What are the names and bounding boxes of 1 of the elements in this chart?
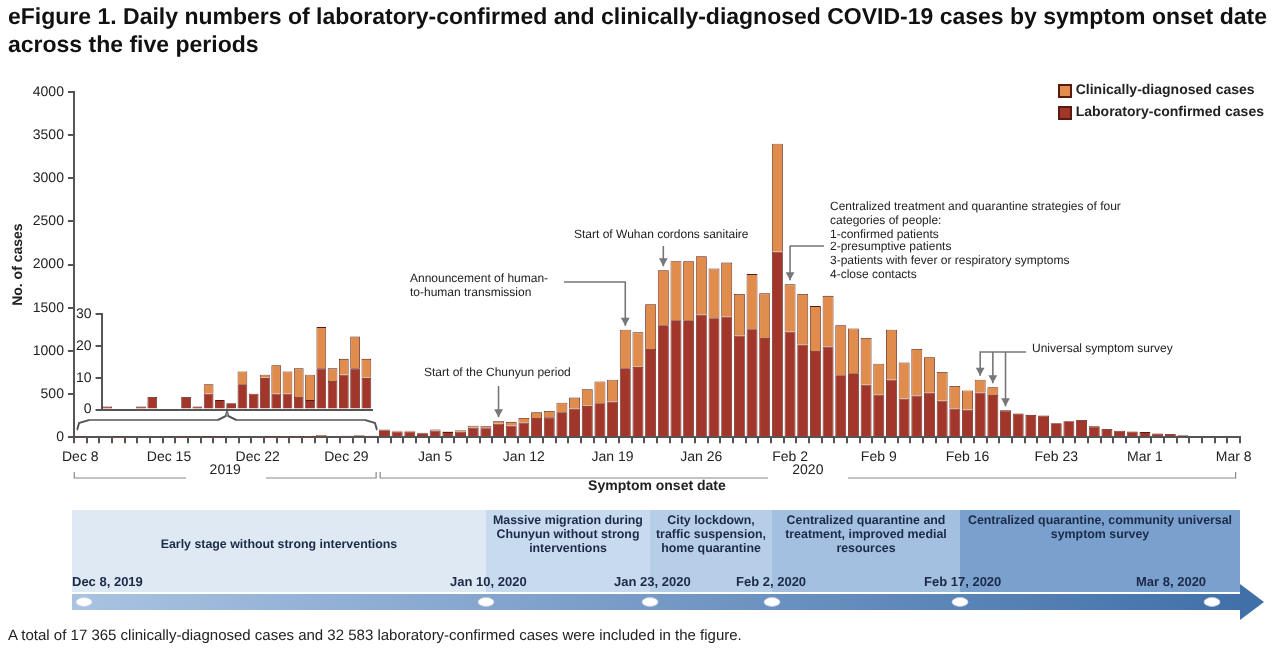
chart-title: eFigure 1. Daily numbers of laboratory-confirmed and clinically-diagnosed COVID-19 cases by symptom onset date across the five periods: [8, 4, 1268, 60]
